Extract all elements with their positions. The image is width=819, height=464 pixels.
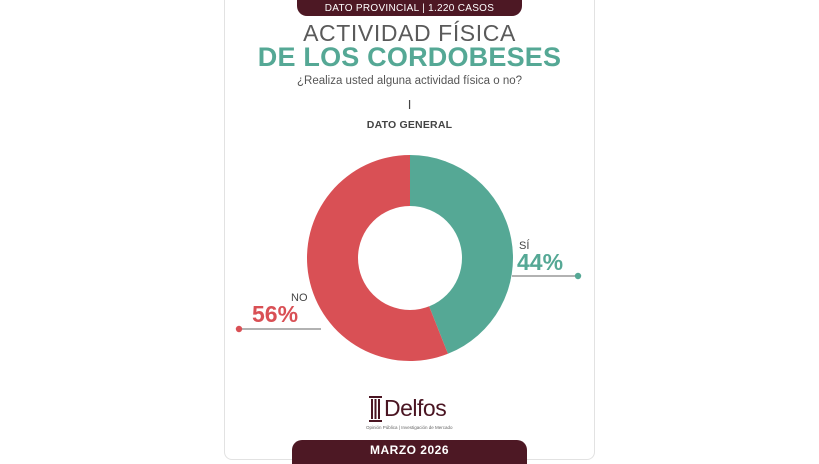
si-leader-dot (574, 272, 582, 280)
value-si: 44% (517, 249, 563, 275)
column-logo-icon (369, 396, 382, 422)
donut-hole (358, 206, 462, 310)
sample-badge: DATO PROVINCIAL | 1.220 CASOS (297, 0, 522, 16)
section-number: I (407, 97, 412, 112)
delfos-logo: Delfos Opinión Pública | Investigación d… (366, 395, 458, 437)
survey-question: ¿Realiza usted alguna actividad física o… (296, 75, 523, 87)
no-leader-dot (235, 325, 243, 333)
title-line-2: DE LOS CORDOBESES (257, 42, 562, 72)
label-si: SÍ (519, 239, 530, 252)
section-title: DATO GENERAL (366, 119, 453, 131)
label-no: NO (291, 292, 308, 304)
logo-tagline: Opinión Pública | Investigación de Merca… (366, 425, 453, 430)
logo-wordmark: Delfos (384, 395, 447, 421)
value-no: 56% (252, 301, 298, 327)
title-line-1: ACTIVIDAD FÍSICA (303, 20, 516, 46)
date-badge: MARZO 2026 (292, 440, 527, 464)
